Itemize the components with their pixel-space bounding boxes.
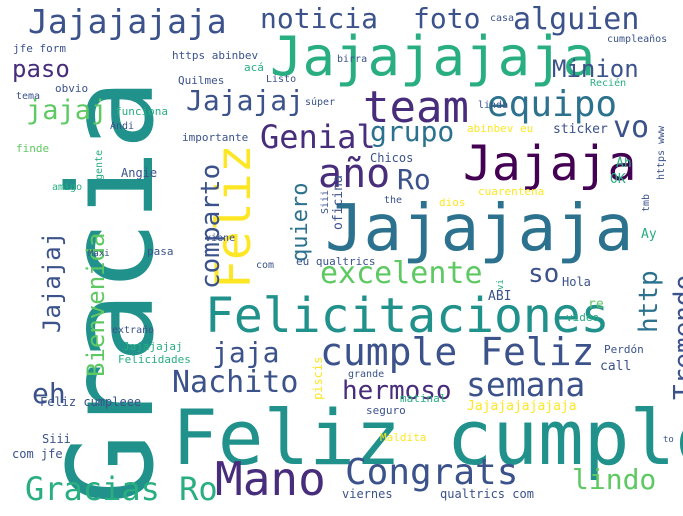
cloud-word: casa [490, 13, 515, 24]
cloud-word: Perdón [604, 343, 644, 356]
cloud-word: call [600, 359, 632, 374]
cloud-word: Jajajaj [38, 231, 66, 333]
cloud-word: Jajajajaja [270, 25, 596, 88]
cloud-word: Ah [616, 156, 632, 171]
cloud-word: cumple Feliz [320, 330, 595, 374]
cloud-word: noticia [260, 2, 379, 35]
cloud-word: sticker [553, 122, 608, 137]
cloud-word: grupo [370, 115, 455, 148]
cloud-word: so [528, 259, 560, 289]
cloud-word: Felicitaciones [205, 288, 610, 344]
cloud-word: Jajajajaja [28, 2, 227, 41]
cloud-word: ABI [488, 289, 512, 304]
cloud-word: com [256, 260, 275, 271]
cloud-word: Maxi [88, 249, 110, 259]
cloud-word: Felicidades [118, 353, 191, 366]
cloud-word: Chicos [370, 151, 414, 165]
cloud-word: excelente [320, 256, 483, 291]
cloud-word: Jajajajajajaja [467, 399, 577, 414]
cloud-word: qualtrics com [440, 487, 534, 501]
cloud-word: team [363, 82, 469, 133]
cloud-word: hermoso [342, 376, 452, 406]
cloud-word: amigo [52, 182, 83, 193]
cloud-word: Nachito [172, 365, 299, 400]
cloud-word: Angie [121, 166, 158, 180]
cloud-word: Genial [260, 118, 376, 156]
cloud-word: Ay [641, 227, 657, 242]
cloud-word: com jfe [12, 447, 63, 461]
cloud-word: eu qualtrics [296, 255, 376, 268]
cloud-word: funciona [115, 105, 168, 118]
cloud-word: jfe form [13, 42, 66, 55]
cloud-word: OK [610, 172, 626, 187]
cloud-word: pasa [147, 245, 174, 258]
cloud-word: Feliz cumple [172, 393, 683, 482]
cloud-word: eh [32, 377, 66, 410]
cloud-word: acá [244, 61, 264, 74]
cloud-word: lindo [572, 463, 657, 496]
cloud-word: foto [413, 2, 481, 35]
cloud-word: grande [348, 369, 385, 380]
cloud-word: Siii [320, 189, 331, 214]
cloud-word: oficina [331, 175, 346, 230]
cloud-word: Listo [266, 74, 297, 85]
cloud-word: re [588, 297, 604, 312]
cloud-word: abinbev eu [467, 122, 534, 135]
cloud-word: finde [16, 142, 50, 155]
cloud-word: https abinbev [172, 49, 259, 62]
cloud-word: Maldita [380, 431, 427, 444]
cloud-word: tema [16, 91, 41, 102]
cloud-word: Jajajaja [325, 192, 634, 266]
cloud-word: Andi [110, 121, 135, 132]
cloud-word: paso [12, 55, 70, 83]
cloud-word: Jajaja [463, 136, 637, 192]
cloud-word: linda [478, 100, 509, 111]
cloud-word: Jajajaj [186, 84, 305, 117]
cloud-word: jajaj [26, 95, 108, 126]
cloud-word: comparto [196, 163, 226, 289]
cloud-word: Congrats [345, 452, 519, 493]
cloud-word: video [566, 311, 600, 324]
cloud-word: quiero [288, 182, 313, 262]
cloud-word: Jajajajaj [123, 340, 183, 353]
cloud-word: Feliz cumpleee [40, 395, 142, 409]
cloud-word: the [384, 195, 403, 206]
cloud-word: cumpleaños [607, 34, 668, 45]
cloud-word: dios [439, 196, 466, 209]
cloud-word: Siii [42, 432, 71, 446]
cloud-word: año [318, 151, 391, 197]
cloud-word: viene [205, 233, 236, 244]
cloud-word: birra [337, 54, 368, 65]
cloud-word: vi [496, 279, 506, 290]
cloud-word: piscis [311, 356, 325, 400]
cloud-word: https www [656, 125, 667, 180]
cloud-word: to [663, 435, 674, 445]
cloud-word: cuarentena [478, 185, 545, 198]
cloud-word: Mano [215, 452, 326, 506]
cloud-word: Minion [552, 55, 639, 83]
cloud-word: jaja [212, 336, 280, 369]
cloud-word: equipo [487, 84, 618, 125]
cloud-word: Tremendo [669, 274, 683, 400]
cloud-word: tmb [641, 193, 652, 212]
cloud-word: Ro [397, 163, 431, 196]
cloud-word: importante [182, 131, 249, 144]
cloud-word: Quilmes [178, 74, 225, 87]
cloud-word: alguien [513, 2, 640, 37]
cloud-word: seguro [366, 404, 406, 417]
cloud-word: súper [305, 97, 336, 108]
cloud-word: obvio [55, 82, 89, 95]
cloud-word: viernes [342, 487, 393, 501]
cloud-word: gente [94, 149, 105, 180]
cloud-word: Recién [590, 78, 627, 89]
cloud-word: matinal [400, 392, 447, 405]
cloud-word: vo [613, 110, 650, 145]
cloud-word: http [634, 270, 664, 333]
cloud-word: extraño [112, 325, 155, 336]
cloud-word: semana [466, 365, 586, 404]
cloud-word: Gracias Ro [25, 470, 218, 508]
cloud-word: Hola [562, 275, 591, 289]
